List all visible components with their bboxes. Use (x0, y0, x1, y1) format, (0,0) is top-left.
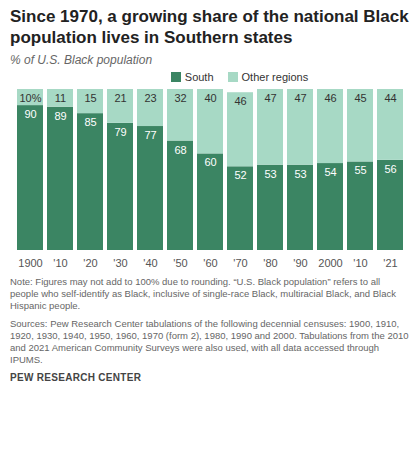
svg-text:10%: 10% (19, 92, 41, 104)
svg-text:68: 68 (174, 144, 186, 156)
svg-text:52: 52 (234, 169, 246, 181)
html-text:PEW RESEARCH CENTER: PEW RESEARCH CENTER (10, 372, 142, 383)
svg-text:46: 46 (234, 95, 246, 107)
svg-text:56: 56 (384, 163, 396, 175)
svg-text:23: 23 (144, 92, 156, 104)
svg-text:45: 45 (354, 92, 366, 104)
svg-text:'60: '60 (203, 257, 217, 269)
svg-text:'40: '40 (143, 257, 157, 269)
svg-text:46: 46 (324, 92, 336, 104)
svg-text:'10: '10 (53, 257, 67, 269)
svg-text:44: 44 (384, 92, 396, 104)
svg-text:11: 11 (55, 92, 66, 104)
svg-text:2000: 2000 (318, 257, 342, 269)
svg-text:'10: '10 (353, 257, 367, 269)
svg-text:53: 53 (294, 168, 306, 180)
svg-text:21: 21 (114, 92, 126, 104)
svg-text:47: 47 (264, 92, 276, 104)
svg-text:'30: '30 (113, 257, 127, 269)
html-text:Sources: Pew Research Center t: Sources: Pew Research Center tabulations… (10, 318, 409, 365)
svg-text:60: 60 (204, 156, 216, 168)
svg-text:'50: '50 (173, 257, 187, 269)
html-text:% of U.S. Black population: % of U.S. Black population (10, 53, 153, 67)
html-text:Since 1970, a growing share of: Since 1970, a growing share of the natio… (10, 7, 409, 47)
svg-text:79: 79 (114, 126, 126, 138)
html-text:South: South (184, 71, 214, 83)
svg-text:1900: 1900 (18, 257, 42, 269)
svg-text:'80: '80 (263, 257, 277, 269)
svg-text:15: 15 (84, 92, 96, 104)
svg-text:32: 32 (174, 92, 186, 104)
svg-text:89: 89 (54, 110, 66, 122)
svg-text:'20: '20 (83, 257, 97, 269)
svg-text:85: 85 (84, 116, 96, 128)
html-text:Other regions: Other regions (241, 71, 309, 83)
svg-text:54: 54 (324, 166, 336, 178)
html-text:Note: Figures may not add to 1: Note: Figures may not add to 100% due to… (10, 276, 396, 311)
svg-text:40: 40 (204, 92, 216, 104)
svg-text:53: 53 (264, 168, 276, 180)
svg-text:55: 55 (354, 164, 366, 176)
svg-text:'70: '70 (233, 257, 247, 269)
svg-text:'21: '21 (383, 257, 397, 269)
svg-text:47: 47 (294, 92, 306, 104)
svg-text:90: 90 (24, 108, 36, 120)
svg-text:'90: '90 (293, 257, 307, 269)
svg-text:77: 77 (144, 129, 156, 141)
